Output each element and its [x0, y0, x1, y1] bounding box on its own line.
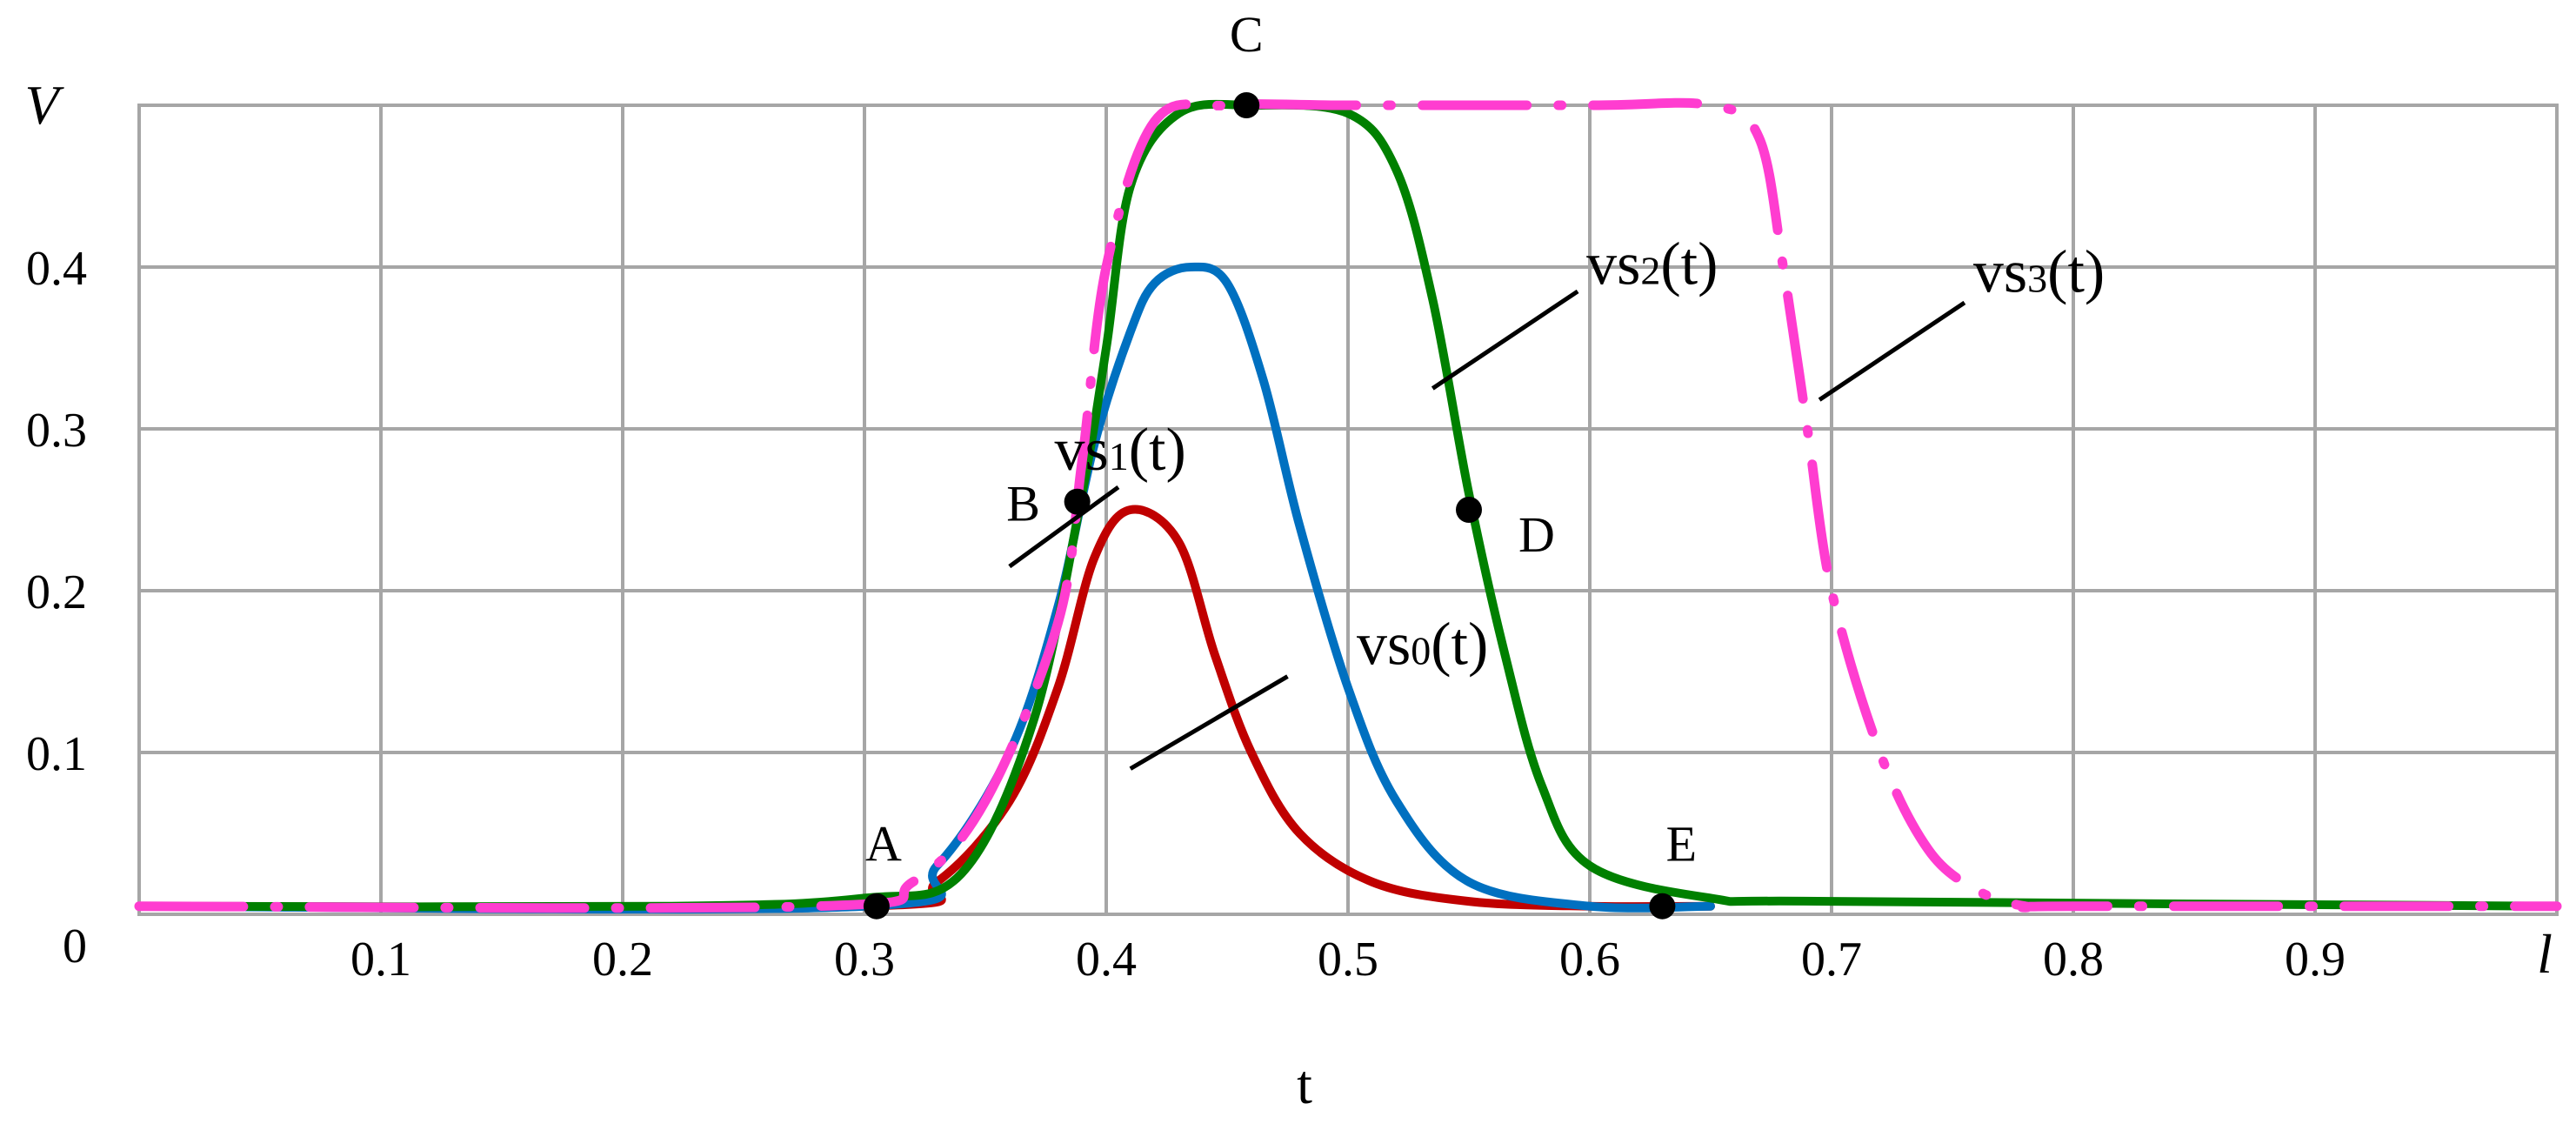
y-tick-label: 0.1: [26, 727, 87, 781]
point-a-label: A: [865, 816, 902, 873]
grid: 0.1 0.2 0.3 0.4 0.5 0.6 0.7 0.8 0.9 0 0.1 0.2 0.3 0.4: [26, 105, 2557, 987]
point-e-marker: [1649, 893, 1676, 920]
series-line-vs0: [135, 505, 1715, 913]
leader-line-vs2: [1431, 289, 1579, 391]
x-tick-label: 0.4: [1076, 933, 1137, 987]
point-c-marker: [1233, 92, 1260, 118]
x-tick-label: 0.7: [1801, 933, 1862, 987]
series-label-vs1: vs1(t): [1055, 417, 1186, 484]
point-e-label: E: [1666, 816, 1697, 873]
series-line-vs1: [135, 262, 1715, 914]
x-axis-end-label: l: [2537, 923, 2553, 985]
x-tick-label: 0.9: [2285, 933, 2346, 987]
point-b-label: B: [1006, 476, 1040, 532]
y-axis-label: V: [24, 74, 64, 136]
point-b-marker: [1064, 488, 1091, 515]
x-tick-label: 0.8: [2043, 933, 2104, 987]
points-layer: A B C D E: [863, 6, 1697, 920]
leader-line-vs1: [1008, 485, 1120, 569]
y-tick-label: 0.3: [26, 404, 87, 458]
series-layer: [134, 97, 2562, 914]
y-tick-label: 0.2: [26, 565, 87, 619]
point-a-marker: [863, 893, 890, 920]
series-label-vs2: vs2(t): [1586, 231, 1718, 298]
labels-layer: vs0(t) vs1(t) vs2(t) vs3(t): [1055, 231, 2106, 678]
leader-line-vs3: [1818, 300, 1966, 402]
leader-line-vs0: [1129, 674, 1289, 771]
point-d-marker: [1456, 497, 1482, 523]
series-line-vs3: [134, 97, 2562, 913]
series-label-vs3: vs3(t): [1973, 239, 2105, 306]
x-tick-label: 0.1: [350, 933, 411, 987]
point-c-label: C: [1230, 6, 1264, 63]
x-tick-label: 0.6: [1559, 933, 1620, 987]
x-tick-label: 0.2: [592, 933, 653, 987]
x-tick-label: 0.3: [834, 933, 895, 987]
x-axis-label: t: [1297, 1053, 1312, 1115]
x-tick-label: 0.5: [1318, 933, 1378, 987]
y-tick-label: 0: [63, 920, 87, 973]
series-label-vs0: vs0(t): [1357, 611, 1488, 678]
y-tick-label: 0.4: [26, 242, 87, 296]
leader-lines: [1008, 289, 1966, 771]
point-d-label: D: [1518, 506, 1555, 563]
